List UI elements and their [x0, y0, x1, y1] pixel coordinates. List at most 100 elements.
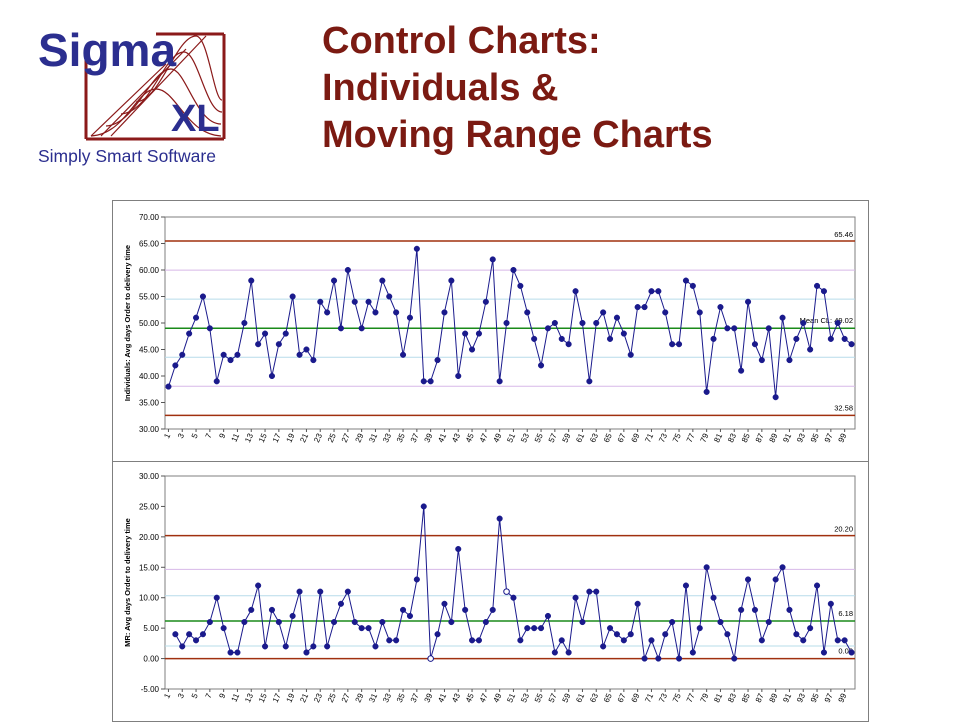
x-tick-label: 43	[450, 432, 462, 444]
logo-tagline: Simply Smart Software	[38, 146, 216, 166]
data-point	[448, 619, 455, 626]
data-point	[296, 351, 303, 358]
data-point	[448, 277, 455, 284]
data-point	[172, 362, 179, 369]
data-point	[441, 309, 448, 316]
logo-xl-text: XL	[171, 98, 220, 140]
y-tick-label: 40.00	[139, 372, 160, 381]
data-point	[406, 314, 414, 321]
data-point	[331, 619, 338, 626]
data-point	[765, 619, 772, 626]
data-point	[613, 631, 621, 638]
x-tick-label: 81	[712, 432, 724, 444]
x-tick-label: 89	[768, 432, 780, 444]
x-tick-label: 65	[602, 692, 614, 704]
x-tick-label: 67	[616, 692, 628, 704]
data-point	[337, 600, 344, 607]
data-point	[848, 341, 855, 348]
data-point	[696, 625, 703, 632]
data-point	[800, 319, 807, 327]
x-tick-label: 85	[740, 692, 752, 704]
x-tick-label: 51	[505, 692, 517, 704]
data-point	[482, 298, 489, 305]
x-tick-label: 9	[217, 692, 227, 700]
data-point	[827, 335, 834, 342]
data-point	[793, 631, 800, 638]
data-point	[317, 588, 324, 595]
data-point	[255, 341, 262, 348]
data-point	[386, 637, 393, 644]
data-point	[814, 582, 821, 589]
x-tick-label: 21	[298, 432, 310, 444]
data-point	[607, 625, 614, 632]
data-point	[172, 631, 179, 638]
x-tick-label: 13	[243, 432, 255, 444]
data-point	[393, 637, 400, 644]
y-axis-label: MR: Avg days Order to delivery time	[123, 518, 132, 647]
data-point	[469, 346, 476, 353]
y-tick-label: 15.00	[139, 563, 160, 572]
data-point	[738, 606, 745, 613]
x-tick-label: 95	[809, 692, 821, 704]
x-tick-label: 23	[312, 692, 324, 704]
data-point	[751, 341, 759, 348]
data-point	[475, 637, 483, 644]
x-tick-label: 31	[367, 432, 379, 444]
data-point	[807, 625, 814, 632]
x-tick-label: 39	[423, 692, 435, 704]
logo-frame	[84, 32, 226, 141]
data-point	[648, 288, 655, 295]
data-point	[600, 643, 607, 650]
data-point	[834, 637, 841, 644]
x-tick-label: 9	[217, 432, 227, 440]
data-point	[393, 309, 400, 316]
data-point	[289, 612, 296, 620]
x-tick-label: 37	[409, 432, 421, 444]
lcl-label: 32.58	[834, 403, 853, 412]
data-point	[517, 282, 524, 289]
data-point	[551, 649, 558, 656]
x-tick-label: 83	[726, 692, 738, 704]
y-tick-label: 45.00	[139, 346, 160, 355]
x-tick-label: 25	[326, 432, 338, 444]
data-point	[434, 631, 441, 638]
x-tick-label: 33	[381, 432, 393, 444]
data-point	[455, 372, 462, 380]
individuals-chart: 30.00 35.00 40.00 45.00 50.00 55.00 60.00 65.00…	[112, 200, 869, 462]
data-point	[248, 606, 255, 613]
x-tick-label: 11	[230, 432, 242, 444]
center-label: 6.18	[838, 609, 853, 618]
data-point	[800, 637, 807, 644]
x-tick-label: 83	[726, 432, 738, 444]
data-point	[600, 309, 607, 316]
data-point	[710, 594, 717, 601]
y-tick-label: 70.00	[139, 213, 160, 222]
x-tick-label: 37	[409, 692, 421, 704]
y-tick-label: 30.00	[139, 425, 160, 434]
data-point	[669, 619, 676, 626]
data-point	[337, 325, 344, 332]
data-point	[717, 619, 724, 626]
data-point	[303, 346, 310, 353]
data-point	[655, 655, 662, 662]
data-point	[275, 619, 282, 626]
x-tick-label: 33	[381, 692, 393, 704]
data-point	[199, 631, 206, 638]
x-tick-label: 17	[271, 432, 283, 444]
data-point	[703, 564, 710, 571]
data-point	[703, 388, 710, 395]
x-tick-label: 43	[450, 692, 462, 704]
y-tick-label: 60.00	[139, 266, 160, 275]
data-point	[531, 625, 538, 632]
data-point	[475, 330, 483, 337]
data-point	[406, 612, 414, 620]
data-point	[772, 576, 779, 583]
x-tick-label: 17	[271, 692, 283, 704]
lcl-label: 0.00	[838, 647, 853, 656]
data-point	[848, 649, 855, 656]
x-tick-label: 15	[257, 692, 269, 704]
data-point	[834, 319, 841, 327]
data-point	[282, 643, 289, 650]
data-point	[489, 256, 496, 263]
data-point	[586, 378, 593, 385]
